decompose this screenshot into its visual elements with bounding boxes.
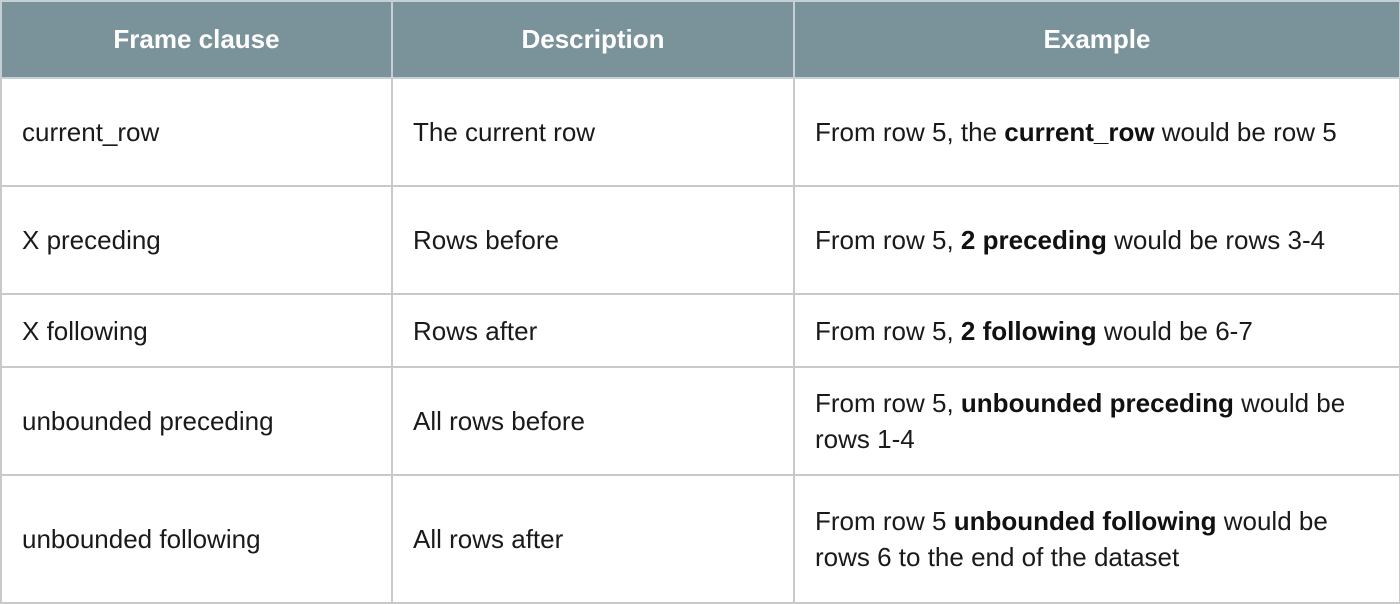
cell-example: From row 5, 2 preceding would be rows 3-… [793,185,1400,295]
cell-example: From row 5, 2 following would be 6-7 [793,293,1400,368]
example-text-bold: unbounded preceding [960,388,1234,418]
example-text-before: From row 5, [815,315,961,346]
table-row: unbounded preceding All rows before From… [0,366,1400,476]
cell-clause: X preceding [0,185,393,295]
cell-description: The current row [391,77,795,187]
cell-description: All rows after [391,474,795,604]
example-text-bold: 2 following [960,315,1097,346]
cell-clause: unbounded preceding [0,366,393,476]
cell-description: Rows after [391,293,795,368]
example-text-before: From row 5, [815,225,961,255]
table-body: current_row The current row From row 5, … [0,77,1400,604]
example-text-after: would be 6-7 [1096,315,1253,346]
header-row: Frame clause Description Example [0,0,1400,79]
example-text-after: would be row 5 [1154,117,1337,147]
cell-clause: X following [0,293,393,368]
cell-clause: unbounded following [0,474,393,604]
header-description: Description [391,0,795,79]
cell-description: Rows before [391,185,795,295]
cell-example: From row 5, the current_row would be row… [793,77,1400,187]
table-row: X preceding Rows before From row 5, 2 pr… [0,185,1400,295]
example-text-after: would be rows 6 to the end of the datase… [815,506,1328,572]
example-text-bold: current_row [1004,117,1155,147]
example-text-bold: 2 preceding [960,225,1107,255]
table-row: X following Rows after From row 5, 2 fol… [0,293,1400,368]
example-text-before: From row 5, [815,388,961,418]
example-text-after: would be rows 3-4 [1106,225,1326,255]
cell-clause: current_row [0,77,393,187]
cell-example: From row 5, unbounded preceding would be… [793,366,1400,476]
example-text-bold: unbounded following [953,506,1217,536]
example-text-before: From row 5 [815,506,954,536]
example-text-before: From row 5, the [815,117,1005,147]
header-example: Example [793,0,1400,79]
cell-description: All rows before [391,366,795,476]
table-row: unbounded following All rows after From … [0,474,1400,604]
cell-example: From row 5 unbounded following would be … [793,474,1400,604]
example-text-after: would be rows 1-4 [815,388,1346,454]
table-header: Frame clause Description Example [0,0,1400,79]
table-row: current_row The current row From row 5, … [0,77,1400,187]
header-frame-clause: Frame clause [0,0,393,79]
